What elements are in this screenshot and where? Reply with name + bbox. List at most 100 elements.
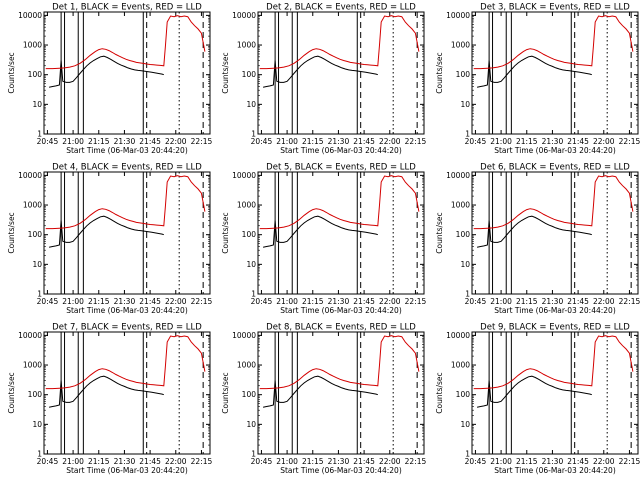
- y-tick-label: 1000: [23, 361, 42, 370]
- y-tick-label: 1: [37, 450, 42, 459]
- y-tick-label: 1000: [237, 201, 256, 210]
- y-tick-label: 10: [246, 100, 256, 109]
- x-tick-label: 22:15: [405, 137, 427, 146]
- x-tick-label: 21:15: [516, 457, 538, 466]
- x-tick-label: 21:00: [62, 297, 84, 306]
- x-tick-label: 22:00: [593, 297, 615, 306]
- x-tick-label: 20:45: [251, 137, 273, 146]
- y-tick-label: 10000: [18, 11, 42, 20]
- x-tick-label: 21:00: [276, 297, 298, 306]
- y-tick-label: 10: [460, 420, 470, 429]
- plot-frame: [471, 331, 639, 455]
- x-tick-label: 22:15: [405, 457, 427, 466]
- y-tick-label: 10: [32, 260, 42, 269]
- x-tick-label: 20:45: [465, 457, 487, 466]
- y-tick-label: 1: [251, 290, 256, 299]
- panel-6: Det 6, BLACK = Events, RED = LLD 1 10 100 10…: [435, 163, 640, 316]
- x-tick-label: 21:15: [302, 457, 324, 466]
- plot-frame: [257, 171, 425, 295]
- y-tick-label: 10000: [446, 11, 470, 20]
- x-tick-label: 21:30: [328, 137, 350, 146]
- series-line-events: [49, 215, 164, 248]
- x-tick-label: 21:15: [88, 297, 110, 306]
- x-tick-label: 20:45: [37, 457, 59, 466]
- y-tick-label: 10000: [446, 171, 470, 180]
- y-tick-label: 10: [246, 260, 256, 269]
- y-axis-label: Counts/sec: [435, 52, 444, 93]
- x-axis-label: Start Time (06-Mar-03 20:44:20): [494, 146, 616, 155]
- x-tick-label: 21:30: [328, 297, 350, 306]
- panel-title: Det 1, BLACK = Events, RED = LLD: [52, 3, 202, 13]
- series-line-lld: [259, 335, 420, 390]
- y-tick-label: 1: [251, 130, 256, 139]
- x-tick-label: 20:45: [37, 297, 59, 306]
- series-line-lld: [259, 15, 420, 70]
- plot-frame: [43, 171, 211, 295]
- y-tick-label: 10000: [18, 331, 42, 340]
- x-tick-label: 21:00: [490, 297, 512, 306]
- x-tick-label: 20:45: [37, 137, 59, 146]
- panel-4: Det 4, BLACK = Events, RED = LLD 1 10 100 10…: [7, 163, 212, 316]
- series-line-events: [49, 55, 164, 88]
- x-tick-label: 21:15: [88, 137, 110, 146]
- panel-title: Det 7, BLACK = Events, RED = LLD: [52, 323, 202, 333]
- y-tick-label: 10: [32, 420, 42, 429]
- x-tick-label: 21:45: [139, 137, 161, 146]
- y-tick-label: 100: [242, 390, 257, 399]
- series-line-lld: [45, 15, 206, 70]
- panel-title: Det 9, BLACK = Events, RED = LLD: [480, 323, 630, 333]
- y-axis-label: Counts/sec: [7, 372, 16, 413]
- x-tick-label: 21:30: [328, 457, 350, 466]
- plot-frame: [43, 11, 211, 135]
- y-tick-label: 1000: [451, 41, 470, 50]
- y-tick-label: 10: [460, 260, 470, 269]
- y-tick-label: 1: [465, 450, 470, 459]
- y-axis-label: Counts/sec: [7, 52, 16, 93]
- x-tick-label: 20:45: [465, 297, 487, 306]
- x-tick-label: 21:45: [567, 457, 589, 466]
- series-line-events: [477, 55, 592, 88]
- series-line-events: [263, 55, 378, 88]
- y-tick-label: 10: [460, 100, 470, 109]
- x-tick-label: 21:30: [114, 137, 136, 146]
- series-line-lld: [259, 175, 420, 230]
- x-tick-label: 22:15: [191, 297, 213, 306]
- x-tick-label: 21:00: [490, 457, 512, 466]
- y-tick-label: 1: [37, 290, 42, 299]
- x-tick-label: 21:45: [567, 137, 589, 146]
- series-line-events: [477, 375, 592, 408]
- series-line-events: [477, 215, 592, 248]
- y-tick-label: 1000: [237, 41, 256, 50]
- x-tick-label: 21:30: [542, 137, 564, 146]
- y-tick-label: 100: [456, 390, 471, 399]
- y-tick-label: 10000: [232, 11, 256, 20]
- panel-title: Det 5, BLACK = Events, RED = LLD: [266, 163, 416, 173]
- x-tick-label: 20:45: [251, 297, 273, 306]
- panel-title: Det 3, BLACK = Events, RED = LLD: [480, 3, 630, 13]
- plot-frame: [471, 171, 639, 295]
- y-tick-label: 10: [246, 420, 256, 429]
- series-line-events: [49, 375, 164, 408]
- y-axis-label: Counts/sec: [221, 52, 230, 93]
- x-tick-label: 21:45: [353, 457, 375, 466]
- y-tick-label: 1: [465, 290, 470, 299]
- x-tick-label: 21:30: [542, 297, 564, 306]
- panel-1: Det 1, BLACK = Events, RED = LLD 1 10 100 10…: [7, 3, 212, 156]
- panel-title: Det 4, BLACK = Events, RED = LLD: [52, 163, 202, 173]
- y-tick-label: 10: [32, 100, 42, 109]
- x-tick-label: 22:00: [379, 457, 401, 466]
- plot-frame: [43, 331, 211, 455]
- y-tick-label: 10000: [232, 331, 256, 340]
- x-tick-label: 22:00: [379, 137, 401, 146]
- panel-5: Det 5, BLACK = Events, RED = LLD 1 10 100 10…: [221, 163, 426, 316]
- y-tick-label: 10000: [232, 171, 256, 180]
- y-tick-label: 100: [28, 390, 43, 399]
- x-tick-label: 22:15: [619, 137, 640, 146]
- series-line-lld: [473, 335, 634, 390]
- x-tick-label: 21:00: [276, 137, 298, 146]
- x-axis-label: Start Time (06-Mar-03 20:44:20): [280, 306, 402, 315]
- x-axis-label: Start Time (06-Mar-03 20:44:20): [66, 306, 188, 315]
- x-axis-label: Start Time (06-Mar-03 20:44:20): [280, 466, 402, 475]
- x-tick-label: 21:30: [542, 457, 564, 466]
